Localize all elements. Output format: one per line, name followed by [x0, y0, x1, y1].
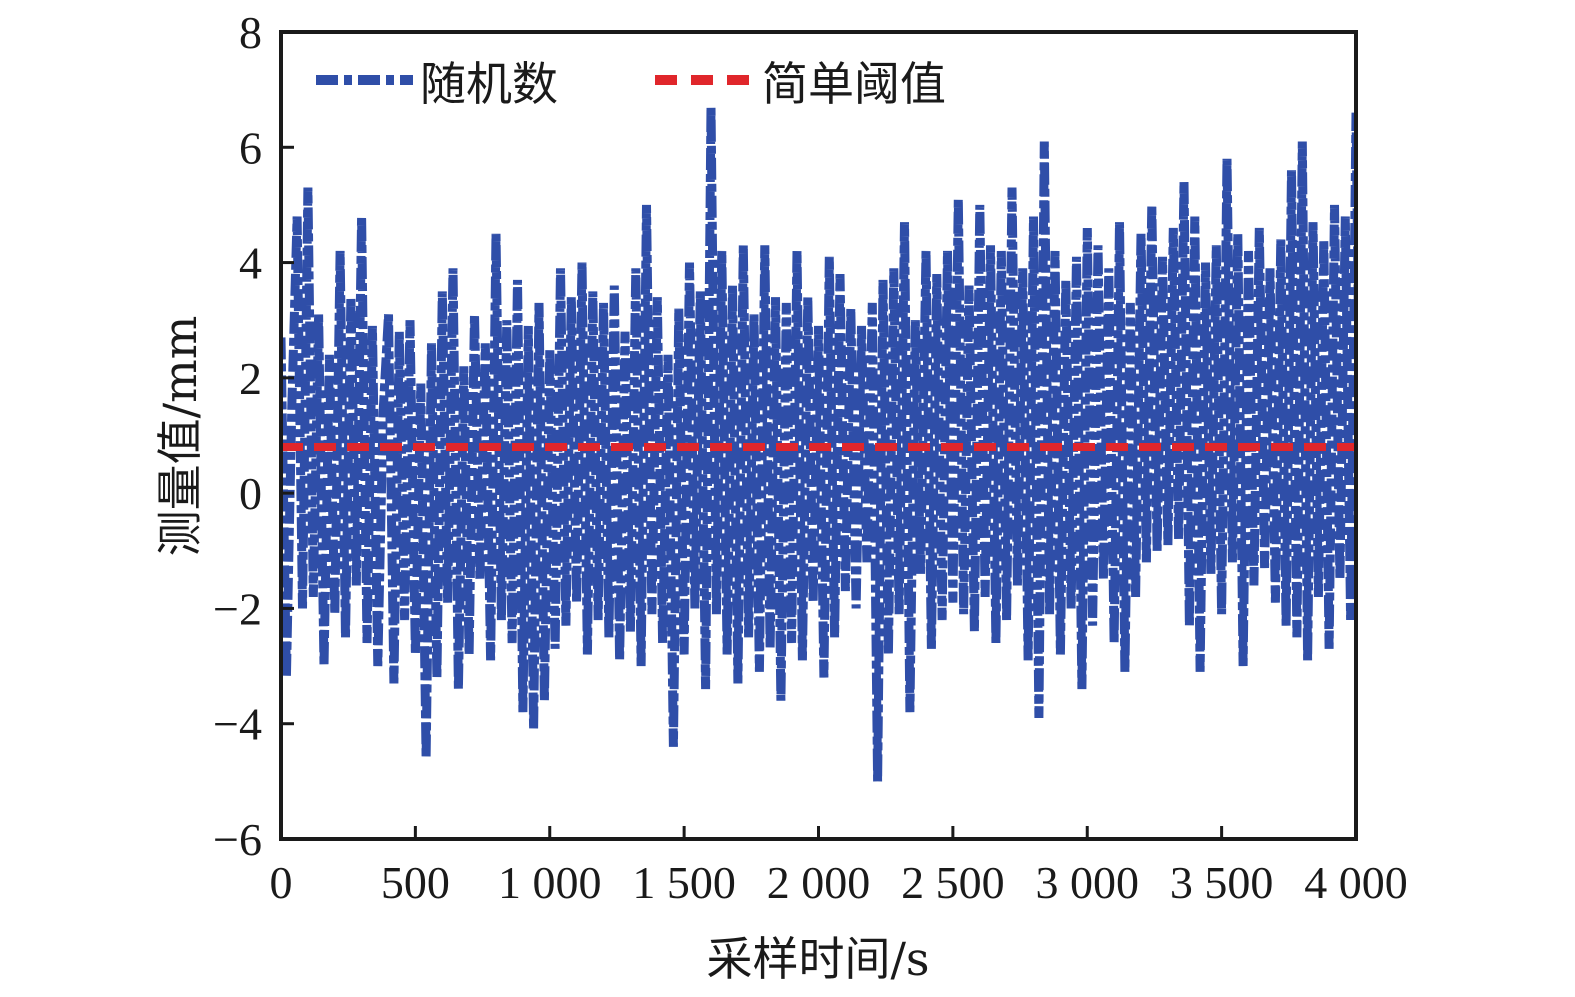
- legend-label-random: 随机数: [420, 57, 558, 111]
- x-tick-label: 2 500: [901, 857, 1005, 908]
- y-tick-label: −2: [213, 583, 262, 634]
- x-tick-label: 4 000: [1304, 857, 1408, 908]
- x-tick-label: 500: [381, 857, 450, 908]
- series-layer: [282, 106, 1355, 782]
- y-tick-label: 4: [239, 238, 262, 289]
- y-tick-label: −4: [213, 699, 262, 750]
- x-tick-label: 3 000: [1036, 857, 1140, 908]
- x-tick-label: 2 000: [767, 857, 871, 908]
- y-tick-label: 6: [239, 122, 262, 173]
- y-tick-label: 2: [239, 353, 262, 404]
- x-tick-label: 1 500: [632, 857, 736, 908]
- series-random-line: [282, 106, 1355, 782]
- legend-label-threshold: 简单阈值: [762, 57, 946, 111]
- x-tick-label: 0: [270, 857, 293, 908]
- x-tick-label: 1 000: [498, 857, 602, 908]
- y-axis: −6 −4 −2 0 2 4 6 8: [213, 7, 294, 865]
- y-axis-title: 测量值/mm: [153, 316, 207, 557]
- x-axis-title: 采样时间/s: [706, 932, 929, 986]
- y-tick-label: 0: [239, 468, 262, 519]
- x-axis: 0 500 1 000 1 500 2 000 2 500 3 000 3 500 4 000: [270, 826, 1408, 908]
- x-tick-label: 3 500: [1170, 857, 1274, 908]
- legend: 随机数 简单阈值: [316, 57, 946, 111]
- y-tick-label: −6: [213, 814, 262, 865]
- y-tick-label: 8: [239, 7, 262, 58]
